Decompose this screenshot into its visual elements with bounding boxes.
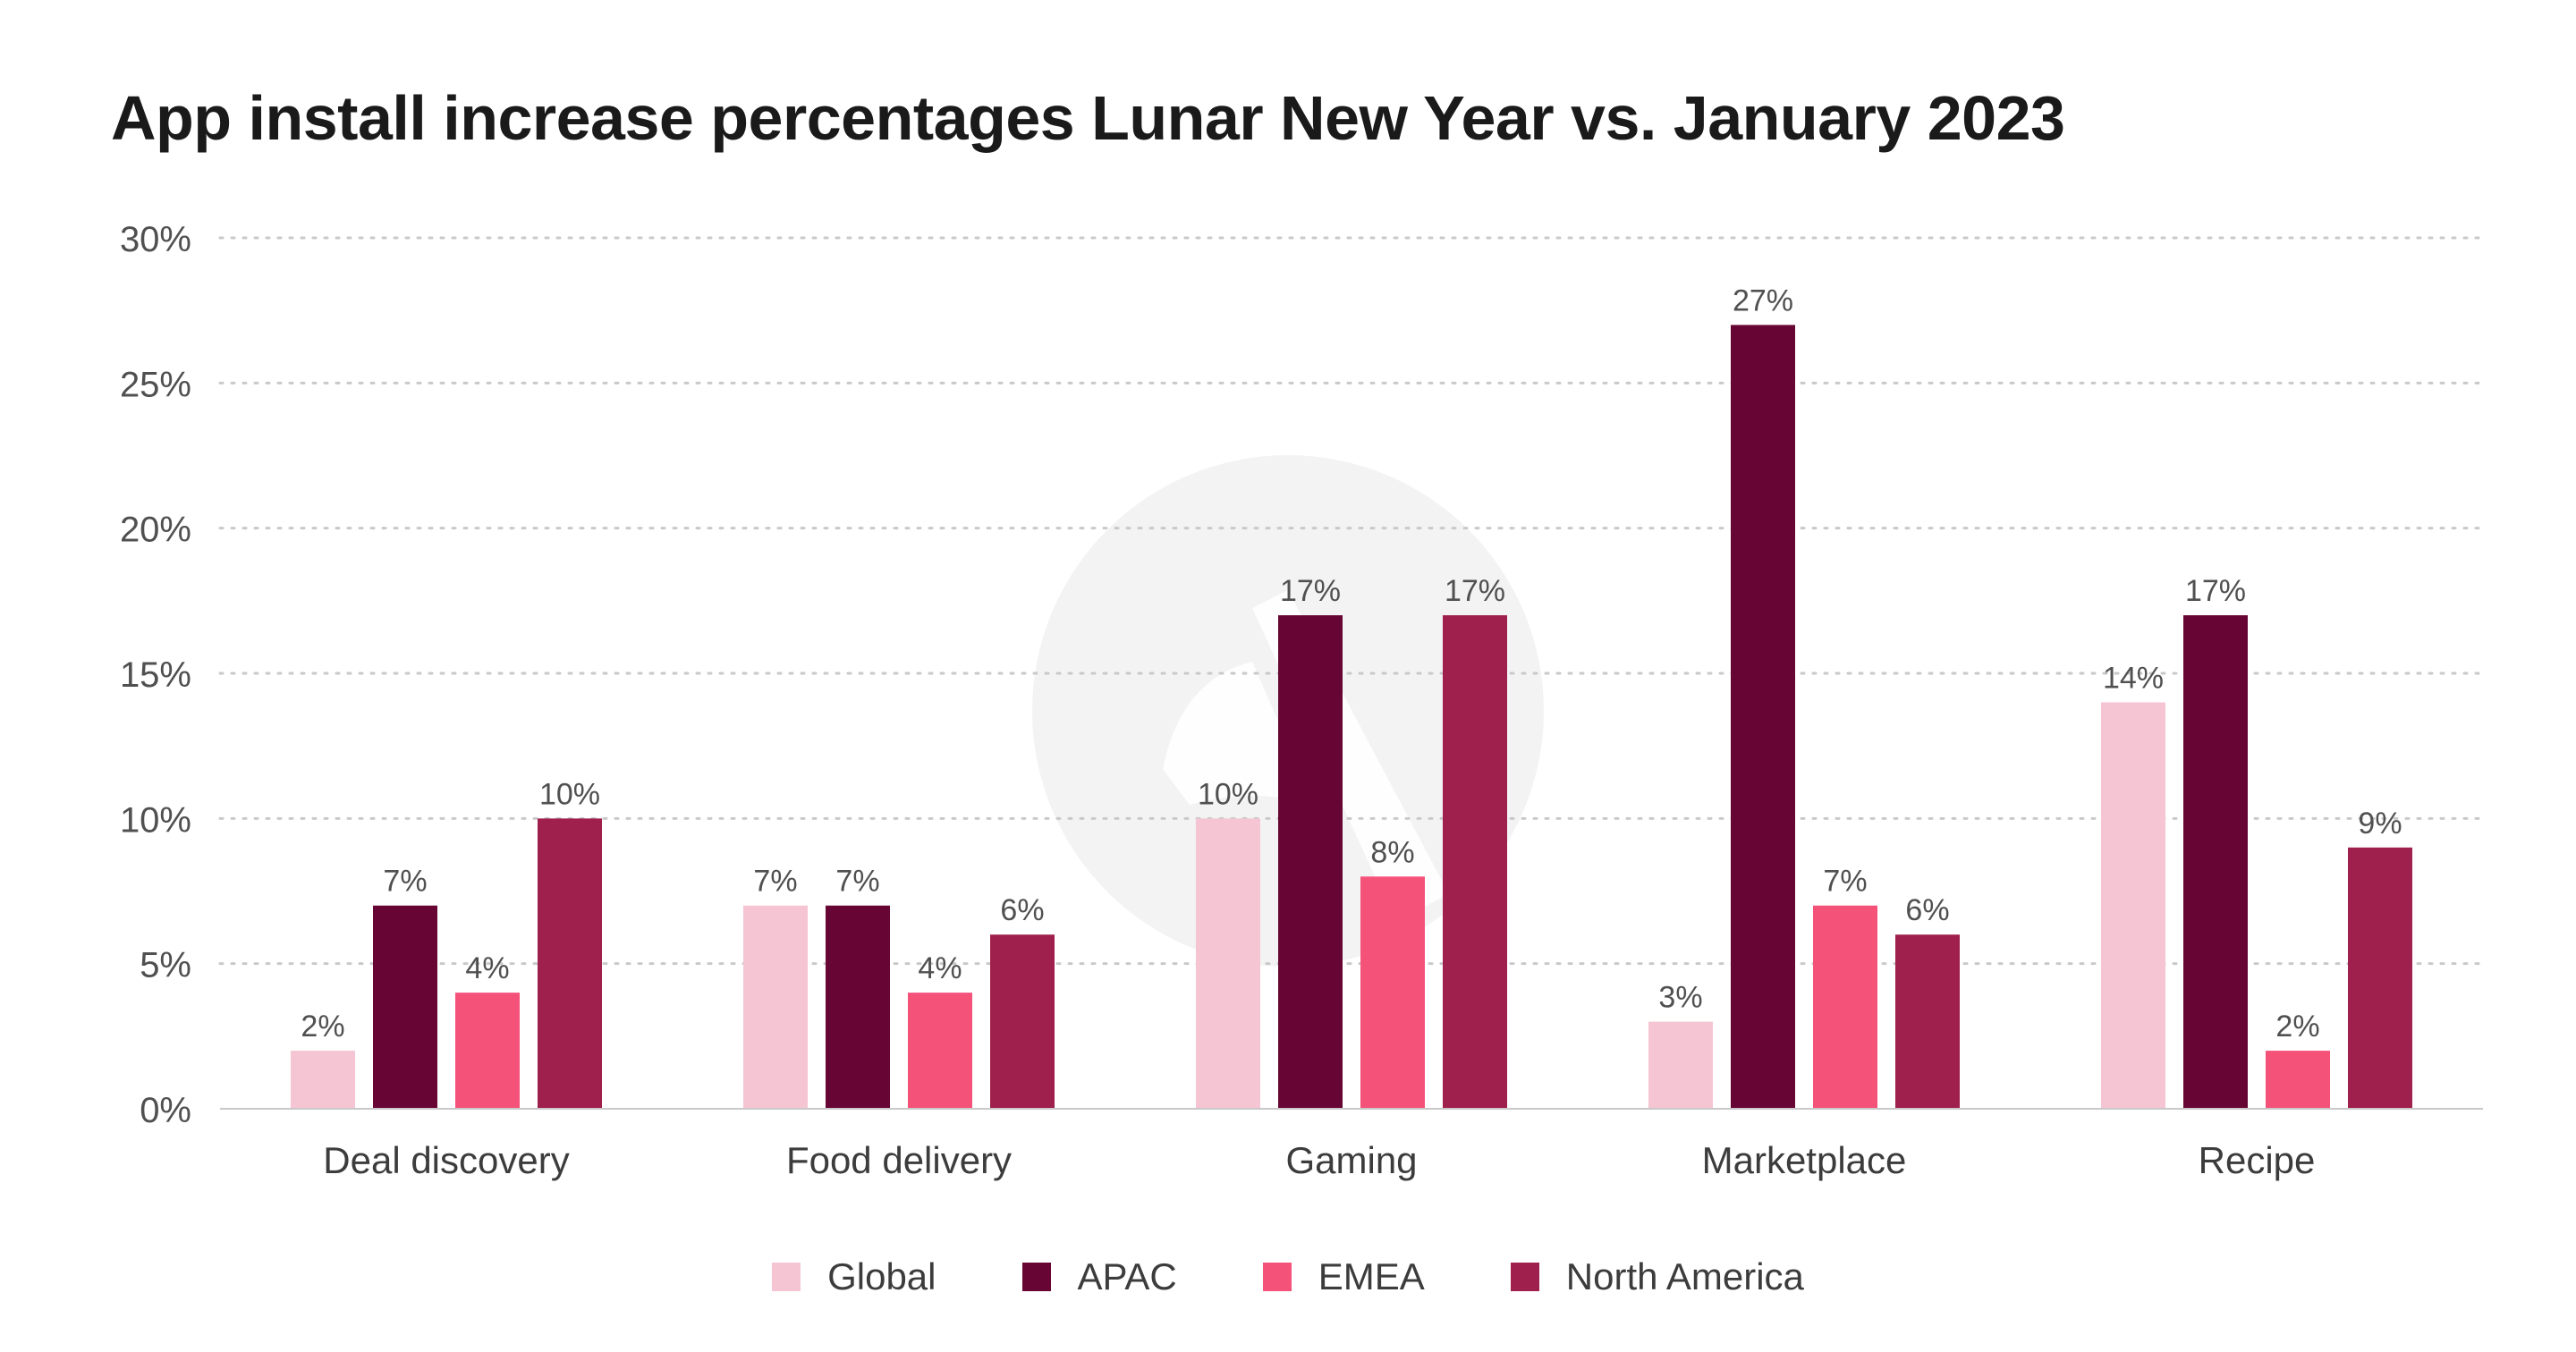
bar bbox=[1648, 1021, 1713, 1109]
bar bbox=[826, 905, 890, 1109]
legend-swatch bbox=[1021, 1263, 1051, 1291]
data-label: 6% bbox=[1000, 893, 1044, 927]
data-label: 17% bbox=[1280, 574, 1341, 608]
data-label: 10% bbox=[539, 777, 600, 811]
legend: Global APAC EMEA North America bbox=[0, 1255, 2576, 1298]
data-label: 17% bbox=[2185, 574, 2246, 608]
legend-swatch bbox=[1262, 1263, 1292, 1291]
bar bbox=[1813, 905, 1877, 1109]
bar bbox=[1731, 325, 1795, 1109]
bar bbox=[373, 905, 437, 1109]
legend-item: North America bbox=[1510, 1255, 1804, 1298]
x-tick-label: Food delivery bbox=[786, 1139, 1012, 1181]
x-tick-label: Deal discovery bbox=[323, 1139, 569, 1181]
legend-label: APAC bbox=[1077, 1255, 1177, 1297]
data-label: 7% bbox=[753, 865, 797, 899]
x-tick-label: Marketplace bbox=[1702, 1139, 1907, 1181]
legend-label: North America bbox=[1565, 1255, 1804, 1297]
data-label: 2% bbox=[2275, 1010, 2319, 1044]
bar bbox=[1895, 934, 1960, 1109]
bar bbox=[2101, 702, 2165, 1109]
x-axis: Deal discovery Food delivery Gaming Marketp… bbox=[220, 1108, 2483, 1181]
data-label: 4% bbox=[918, 951, 962, 985]
x-tick-label: Recipe bbox=[2199, 1139, 2316, 1181]
bar bbox=[455, 993, 520, 1109]
legend-label: Global bbox=[827, 1255, 936, 1297]
data-label: 10% bbox=[1198, 777, 1258, 811]
bar bbox=[990, 934, 1055, 1109]
legend-item: Global bbox=[772, 1255, 936, 1298]
bar bbox=[743, 905, 808, 1109]
y-axis: 0% 5% 10% 15% 20% 25% 30% bbox=[120, 220, 191, 1130]
legend-label: EMEA bbox=[1318, 1255, 1425, 1297]
data-label: 3% bbox=[1658, 981, 1702, 1015]
data-label: 8% bbox=[1370, 835, 1414, 869]
bar bbox=[908, 993, 972, 1109]
data-label: 7% bbox=[1823, 865, 1867, 899]
data-label: 14% bbox=[2103, 661, 2164, 695]
data-label: 7% bbox=[383, 865, 427, 899]
bar bbox=[1278, 615, 1343, 1109]
data-label: 4% bbox=[465, 951, 509, 985]
x-tick-label: Gaming bbox=[1285, 1139, 1417, 1181]
legend-swatch bbox=[1510, 1263, 1539, 1291]
y-tick-label: 15% bbox=[120, 655, 191, 695]
data-label: 17% bbox=[1445, 574, 1505, 608]
y-tick-label: 10% bbox=[120, 800, 191, 840]
bars: 2% 7% 4% 10% 7% 7% 4% 6% 10% 17% 8% 17% 3% 27% 7% 6% 14%… bbox=[291, 283, 2412, 1109]
bar bbox=[1196, 818, 1260, 1109]
gridlines bbox=[218, 236, 2485, 966]
chart-title: App install increase percentages Lunar N… bbox=[111, 83, 2065, 153]
bar bbox=[2266, 1051, 2330, 1109]
y-tick-label: 20% bbox=[120, 511, 191, 550]
y-tick-label: 25% bbox=[120, 365, 191, 404]
bar bbox=[291, 1051, 355, 1109]
data-label: 6% bbox=[1905, 893, 1949, 927]
legend-item: APAC bbox=[1021, 1255, 1177, 1298]
data-label: 9% bbox=[2358, 807, 2402, 841]
legend-swatch bbox=[772, 1263, 801, 1291]
legend-item: EMEA bbox=[1262, 1255, 1425, 1298]
y-tick-label: 0% bbox=[140, 1091, 191, 1130]
data-label: 2% bbox=[301, 1010, 344, 1044]
bar bbox=[538, 818, 602, 1109]
y-tick-label: 5% bbox=[140, 946, 191, 985]
bar bbox=[1443, 615, 1507, 1109]
data-label: 7% bbox=[835, 865, 879, 899]
bar bbox=[2348, 847, 2412, 1109]
y-tick-label: 30% bbox=[120, 220, 191, 259]
bar bbox=[2183, 615, 2248, 1109]
data-label: 27% bbox=[1733, 283, 1793, 317]
bar bbox=[1360, 876, 1425, 1109]
